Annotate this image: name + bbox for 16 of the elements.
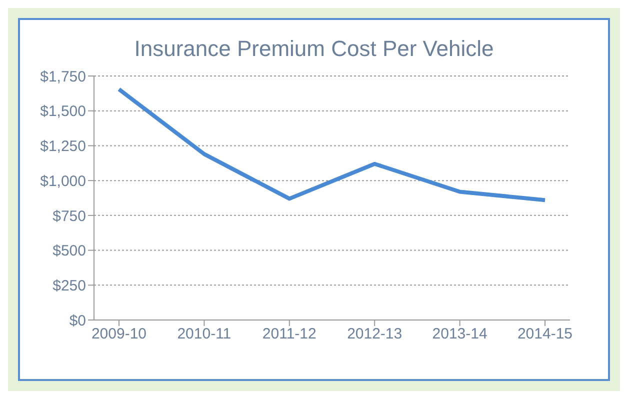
x-tick-label: 2009-10 [91,326,147,343]
y-tick-label: $750 [52,208,86,225]
x-tick-label: 2013-14 [432,326,488,343]
y-tick-label: $250 [52,277,86,294]
y-tick-label: $1,500 [40,103,86,120]
x-tick-label: 2011-12 [262,326,316,343]
x-tick-label: 2012-13 [347,326,402,343]
y-tick-label: $1,000 [40,172,86,190]
x-tick-label: 2010-11 [177,326,232,343]
y-tick-label: $0 [69,312,86,330]
y-tick-label: $1,750 [40,68,86,86]
line-series [117,87,547,202]
y-tick-label: $500 [52,242,86,260]
x-tick-label: 2014-15 [517,326,573,343]
chart-title: Insurance Premium Cost Per Vehicle [133,36,495,62]
y-tick-label: $1,250 [40,138,86,156]
